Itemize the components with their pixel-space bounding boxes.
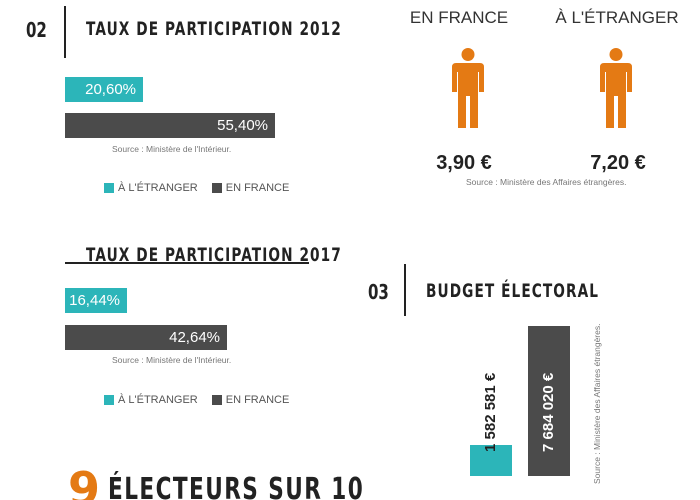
legend-item-france: EN FRANCE [211, 182, 290, 194]
bar-2012-france: 55,40% [65, 113, 275, 138]
cost-value-abroad: 7,20 € [590, 152, 646, 174]
bar-budget-france [528, 326, 570, 476]
big-number-9: 9 [68, 462, 101, 500]
chart-2012: 20,60% 55,40% [65, 77, 365, 139]
cost-label-abroad: À L'ÉTRANGER [555, 8, 679, 27]
legend-swatch-abroad [104, 395, 114, 405]
legend-swatch-france [211, 395, 222, 405]
legend-item-abroad: À L'ÉTRANGER [104, 182, 198, 194]
section-number-03: 03 [368, 280, 389, 304]
title-underline-2017 [65, 262, 309, 264]
source-2012: Source : Ministère de l'Intérieur. [112, 144, 232, 154]
legend-swatch-france [211, 183, 222, 193]
chart-2017: 16,44% 42,64% [65, 288, 365, 350]
bar-2017-abroad: 16,44% [65, 288, 127, 313]
chart-title-budget: BUDGET ÉLECTORAL [426, 280, 600, 302]
legend-label-abroad: À L'ÉTRANGER [118, 394, 198, 406]
cost-source: Source : Ministère des Affaires étrangèr… [466, 177, 627, 187]
legend-label-france: EN FRANCE [225, 394, 290, 406]
section-divider-03 [404, 264, 406, 316]
person-icon-france [450, 48, 486, 130]
budget-label-france: 7 684 020 € [540, 372, 557, 452]
source-2017: Source : Ministère de l'Intérieur. [112, 355, 232, 365]
section-divider-02 [64, 6, 66, 58]
person-icon-abroad [598, 48, 634, 130]
cost-value-france: 3,90 € [436, 152, 492, 174]
legend-2012: À L'ÉTRANGER EN FRANCE [104, 182, 289, 194]
legend-label-abroad: À L'ÉTRANGER [118, 182, 198, 194]
legend-label-france: EN FRANCE [225, 182, 290, 194]
chart-title-2012: TAUX DE PARTICIPATION 2012 [86, 18, 342, 40]
legend-item-abroad: À L'ÉTRANGER [104, 394, 198, 406]
bar-2017-france: 42,64% [65, 325, 227, 350]
budget-label-abroad: 1 582 581 € [482, 372, 499, 452]
legend-item-france: EN FRANCE [211, 394, 290, 406]
chart-title-2017: TAUX DE PARTICIPATION 2017 [86, 244, 342, 266]
section-number-02: 02 [26, 18, 47, 42]
legend-swatch-abroad [104, 183, 114, 193]
chart-budget: 1 582 581 € 7 684 020 € [470, 326, 570, 476]
bar-budget-abroad [470, 445, 512, 476]
legend-2017: À L'ÉTRANGER EN FRANCE [104, 394, 289, 406]
bar-2012-abroad: 20,60% [65, 77, 143, 102]
cost-label-france: EN FRANCE [409, 8, 509, 27]
source-budget: Source : Ministère des Affaires étrangèr… [592, 323, 602, 484]
bottom-title: ÉLECTEURS SUR 10 [108, 472, 365, 500]
